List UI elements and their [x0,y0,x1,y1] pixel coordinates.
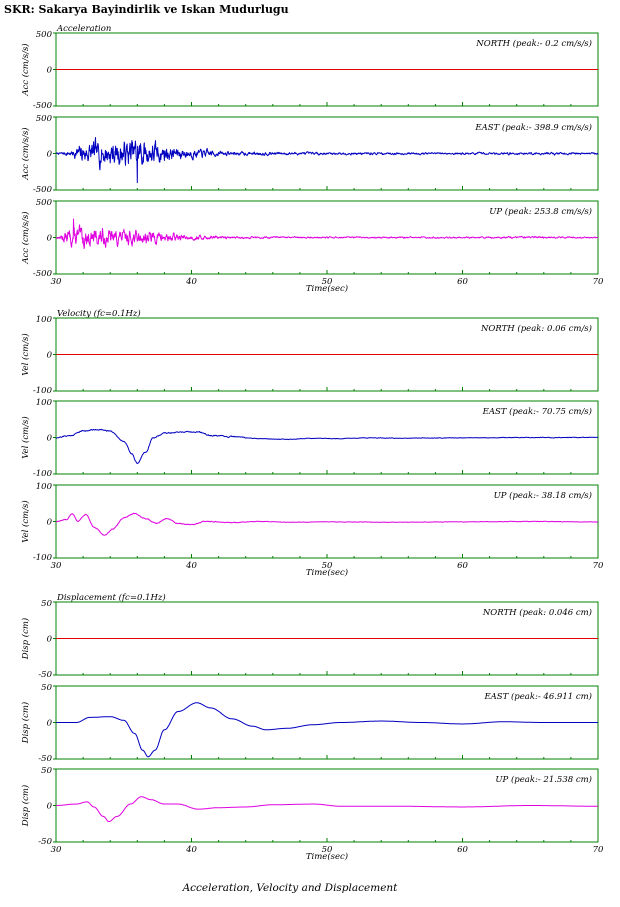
trace-label: NORTH (peak: 0.046 cm) [482,607,592,618]
y-tick-label: 100 [36,482,53,492]
x-tick-label: 70 [593,561,604,571]
y-tick-label: 0 [47,351,53,361]
y-tick-label: 50 [41,683,52,693]
y-tick-label: -50 [38,754,52,764]
y-tick-label: 0 [47,150,53,160]
y-tick-label: 50 [41,599,52,609]
x-tick-label: 50 [322,845,333,855]
trace-line [55,218,599,249]
trace-line [55,428,598,464]
y-tick-label: -100 [33,469,53,479]
group-label: Velocity (fc=0.1Hz) [57,308,141,319]
trace-line [55,137,599,184]
trace-label: UP (peak:- 21.538 cm) [495,774,592,785]
y-tick-label: -50 [38,837,52,847]
trace-label: UP (peak:- 38.18 cm/s) [494,490,592,501]
y-tick-label: 0 [47,802,53,812]
x-tick-label: 60 [457,277,468,287]
y-tick-label: -500 [33,101,53,111]
y-axis-label: Acc (cm/s/s) [20,43,31,96]
trace-label: UP (peak: 253.8 cm/s/s) [489,206,592,217]
x-tick-label: 40 [185,845,197,855]
y-tick-label: 500 [36,114,53,124]
y-tick-label: -500 [33,269,53,279]
y-tick-label: 500 [36,30,53,40]
trace-label: NORTH (peak:- 0.2 cm/s/s) [475,38,592,49]
y-axis-label: Acc (cm/s/s) [20,127,31,180]
y-axis-label: Disp (cm) [20,785,31,828]
x-tick-label: 30 [51,561,62,571]
y-tick-label: 100 [36,315,53,325]
trace-label: EAST (peak:- 398.9 cm/s/s) [474,122,592,133]
x-tick-label: 30 [51,277,62,287]
x-tick-label: 50 [322,277,333,287]
y-axis-label: Vel (cm/s) [20,416,31,459]
x-tick-label: 40 [185,277,197,287]
y-tick-label: -100 [33,386,53,396]
trace-label: NORTH (peak: 0.06 cm/s) [480,323,592,334]
trace-label: EAST (peak:- 46.911 cm) [483,691,592,702]
x-tick-label: 60 [457,561,468,571]
y-tick-label: -100 [33,553,53,563]
page-title: SKR: Sakarya Bayindirlik ve Iskan Mudurl… [4,3,289,16]
y-tick-label: 0 [47,518,53,528]
x-tick-label: 50 [322,561,333,571]
x-axis-label: Time(sec) [306,567,348,578]
x-tick-label: 70 [593,845,604,855]
group-label: Acceleration [56,24,111,34]
trace-line [56,796,598,823]
group-label: Displacement (fc=0.1Hz) [56,592,166,603]
x-tick-label: 70 [593,277,604,287]
y-tick-label: 500 [36,198,53,208]
y-tick-label: 0 [47,234,53,244]
y-axis-label: Disp (cm) [20,618,31,661]
y-axis-label: Disp (cm) [20,702,31,745]
x-tick-label: 40 [185,561,197,571]
y-axis-label: Acc (cm/s/s) [20,211,31,264]
y-tick-label: 50 [41,766,52,776]
x-tick-label: 30 [51,845,62,855]
y-tick-label: 100 [36,398,53,408]
y-tick-label: 0 [47,635,53,645]
y-axis-label: Vel (cm/s) [20,500,31,543]
x-axis-label: Time(sec) [306,851,348,862]
y-tick-label: 0 [47,66,53,76]
y-tick-label: -500 [33,185,53,195]
y-axis-label: Vel (cm/s) [20,333,31,376]
x-axis-label: Time(sec) [306,283,348,294]
trace-line [56,702,598,758]
y-tick-label: 0 [47,434,53,444]
x-tick-label: 60 [457,845,468,855]
trace-line [55,512,599,536]
trace-label: EAST (peak:- 70.75 cm/s) [482,406,592,417]
y-tick-label: 0 [47,719,53,729]
figure-caption: Acceleration, Velocity and Displacement [182,882,398,894]
y-tick-label: -50 [38,670,52,680]
